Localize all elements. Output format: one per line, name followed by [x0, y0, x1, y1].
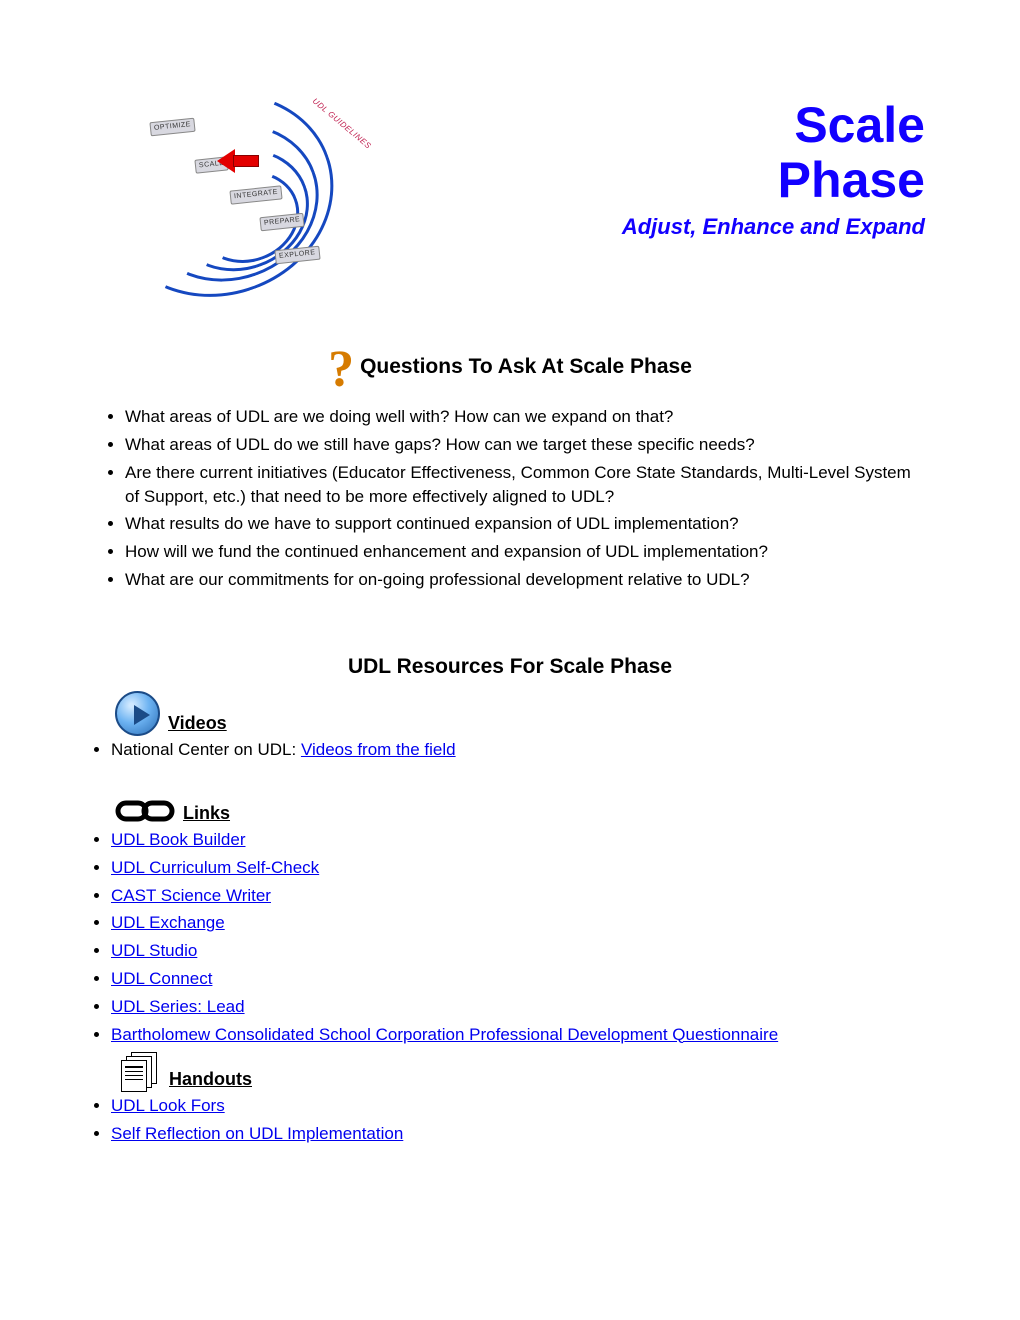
question-mark-icon: ? [328, 354, 354, 385]
videos-label: Videos [168, 711, 227, 736]
resources-heading: UDL Resources For Scale Phase [95, 652, 925, 681]
list-item: UDL Look Fors [111, 1094, 925, 1118]
page-subtitle: Adjust, Enhance and Expand [622, 212, 925, 243]
list-item: UDL Connect [111, 967, 925, 991]
resource-link[interactable]: UDL Studio [111, 941, 197, 960]
handouts-label: Handouts [169, 1067, 252, 1092]
links-label: Links [183, 801, 230, 826]
play-icon [115, 691, 160, 736]
list-item: UDL Studio [111, 939, 925, 963]
handouts-subsection: Handouts UDL Look Fors Self Reflection o… [95, 1052, 925, 1146]
handouts-list: UDL Look Fors Self Reflection on UDL Imp… [95, 1094, 925, 1146]
title-block: Scale Phase Adjust, Enhance and Expand [622, 80, 925, 243]
question-item: What results do we have to support conti… [125, 512, 925, 536]
list-item: National Center on UDL: Videos from the … [111, 738, 925, 762]
document-stack-icon [121, 1052, 161, 1092]
videos-list: National Center on UDL: Videos from the … [95, 738, 925, 762]
list-item: UDL Book Builder [111, 828, 925, 852]
list-item: UDL Series: Lead [111, 995, 925, 1019]
questions-section: ? Questions To Ask At Scale Phase What a… [95, 350, 925, 592]
resource-link[interactable]: UDL Book Builder [111, 830, 246, 849]
list-item: Self Reflection on UDL Implementation [111, 1122, 925, 1146]
resource-link[interactable]: UDL Curriculum Self-Check [111, 858, 319, 877]
list-item: CAST Science Writer [111, 884, 925, 908]
question-item: Are there current initiatives (Educator … [125, 461, 925, 509]
list-item: UDL Curriculum Self-Check [111, 856, 925, 880]
questions-list: What areas of UDL are we doing well with… [95, 405, 925, 592]
video-link[interactable]: Videos from the field [301, 740, 456, 759]
list-item: Bartholomew Consolidated School Corporat… [111, 1023, 925, 1047]
questions-heading: Questions To Ask At Scale Phase [360, 352, 692, 381]
video-prefix: National Center on UDL: [111, 740, 301, 759]
videos-subsection: Videos National Center on UDL: Videos fr… [95, 691, 925, 762]
question-item: How will we fund the continued enhanceme… [125, 540, 925, 564]
resource-link[interactable]: UDL Series: Lead [111, 997, 245, 1016]
spiral-diagram: OPTIMIZE SCALE INTEGRATE PREPARE EXPLORE… [95, 80, 355, 310]
handout-link[interactable]: Self Reflection on UDL Implementation [111, 1124, 403, 1143]
links-subsection: Links UDL Book Builder UDL Curriculum Se… [95, 796, 925, 1046]
resource-link[interactable]: CAST Science Writer [111, 886, 271, 905]
question-item: What are our commitments for on-going pr… [125, 568, 925, 592]
handout-link[interactable]: UDL Look Fors [111, 1096, 225, 1115]
resource-link[interactable]: Bartholomew Consolidated School Corporat… [111, 1025, 778, 1044]
header-row: OPTIMIZE SCALE INTEGRATE PREPARE EXPLORE… [95, 80, 925, 310]
resource-link[interactable]: UDL Connect [111, 969, 212, 988]
chain-link-icon [115, 796, 175, 826]
question-item: What areas of UDL are we doing well with… [125, 405, 925, 429]
page-title-line2: Phase [622, 153, 925, 208]
page-title-line1: Scale [622, 98, 925, 153]
resource-link[interactable]: UDL Exchange [111, 913, 225, 932]
links-list: UDL Book Builder UDL Curriculum Self-Che… [95, 828, 925, 1046]
list-item: UDL Exchange [111, 911, 925, 935]
question-item: What areas of UDL do we still have gaps?… [125, 433, 925, 457]
